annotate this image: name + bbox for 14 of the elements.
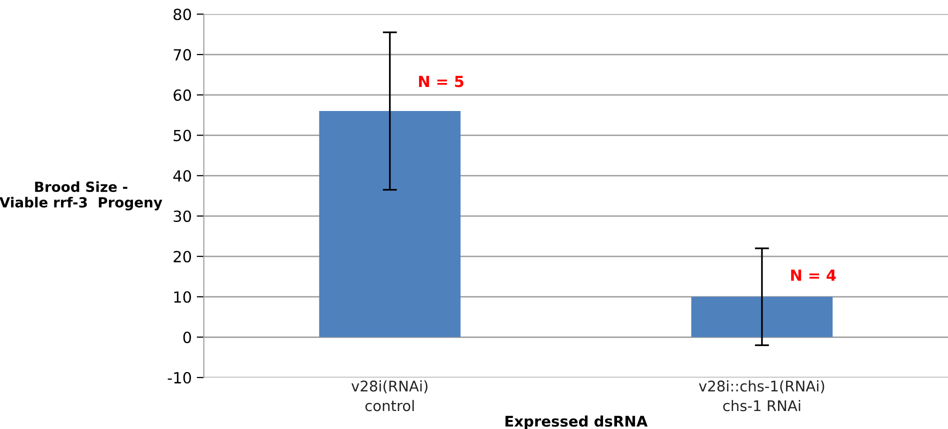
y-tick-label: 70 xyxy=(174,48,191,61)
y-tick-label: 40 xyxy=(173,170,191,182)
y-tick-label: 0 xyxy=(183,332,191,344)
y-tick-label: 80 xyxy=(174,8,191,20)
y-tick-label: -10 xyxy=(168,372,191,384)
y-tick-label: 30 xyxy=(174,210,191,222)
x-tick-label: v28i::chs-1(RNAi) chs-1 RNAi xyxy=(698,380,824,412)
y-tick-label: 10 xyxy=(174,291,191,303)
x-tick-label: v28i(RNAi) control xyxy=(351,380,428,412)
y-tick-label: 50 xyxy=(174,130,191,142)
y-tick-label: 20 xyxy=(174,250,191,262)
annotation: N = 4 xyxy=(791,270,836,281)
annotation: N = 5 xyxy=(419,76,464,88)
y-tick-label: 60 xyxy=(174,89,191,101)
